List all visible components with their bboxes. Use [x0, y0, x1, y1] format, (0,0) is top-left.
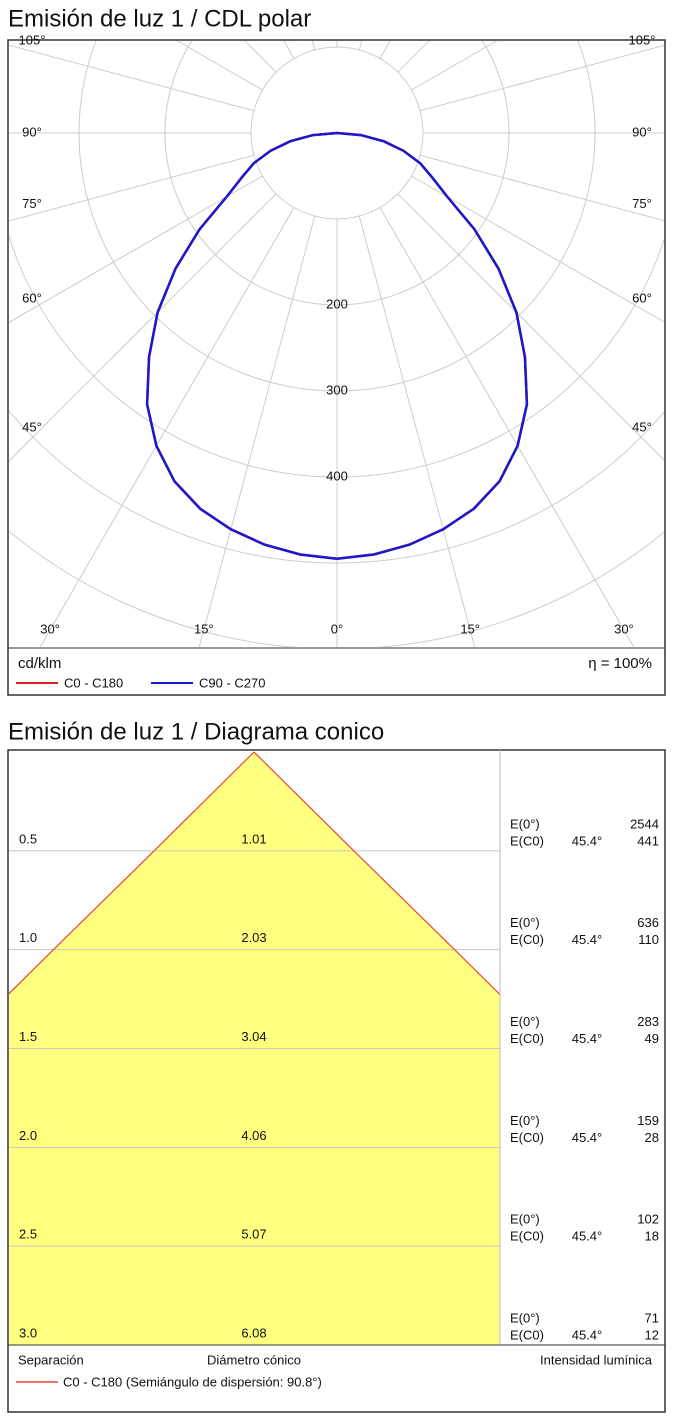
- angle-tick-label: 45°: [22, 419, 42, 434]
- diameter-value: 6.08: [241, 1325, 266, 1340]
- diameter-value: 4.06: [241, 1128, 266, 1143]
- angle-tick-label: 90°: [22, 124, 42, 139]
- cone-text: 0.5 1.01 E(0°) E(C0) 45.4° 2544 441 1.0 2.03 E(0°…: [16, 816, 659, 1389]
- chart-title: Emisión de luz 1 / CDL polar: [8, 5, 311, 32]
- grid-spoke: [419, 44, 664, 112]
- ec0-value: 28: [645, 1130, 659, 1145]
- ec0-label: E(C0): [510, 833, 544, 848]
- cone-edge: [9, 751, 255, 995]
- grid-spoke: [198, 215, 316, 647]
- diameter-value: 5.07: [241, 1227, 266, 1242]
- ec0-label: E(C0): [510, 1327, 544, 1342]
- e0-value: 636: [637, 915, 659, 930]
- legend-label: C0 - C180 (Semiángulo de dispersión: 90.…: [63, 1374, 322, 1389]
- angle-tick-label: 105°: [629, 33, 656, 48]
- grid-spoke: [9, 193, 277, 462]
- height-label: 2.5: [19, 1227, 37, 1242]
- angle-label: 45.4°: [572, 1229, 603, 1244]
- e0-value: 71: [645, 1310, 659, 1325]
- legend-label: C90 - C270: [199, 675, 265, 690]
- cone-frame: [7, 749, 666, 1413]
- angle-label: 45.4°: [572, 833, 603, 848]
- angle-label: 45.4°: [572, 1327, 603, 1342]
- diameter-value: 1.01: [241, 831, 266, 846]
- intensity-label: Intensidad lumínica: [540, 1352, 653, 1367]
- angle-tick-label: 45°: [632, 419, 652, 434]
- curve: [336, 131, 529, 560]
- angle-tick-label: 90°: [632, 124, 652, 139]
- height-label: 3.0: [19, 1325, 37, 1340]
- grid-spoke: [9, 154, 255, 222]
- legend-label: C0 - C180: [64, 675, 123, 690]
- chart-title: Emisión de luz 1 / Diagrama conico: [8, 718, 384, 745]
- e0-label: E(0°): [510, 915, 540, 930]
- angle-tick-label: 75°: [632, 196, 652, 211]
- grid-spoke: [358, 215, 476, 647]
- cone-edge: [253, 751, 500, 996]
- grid-spoke: [9, 44, 255, 112]
- angle-tick-label: 60°: [22, 291, 42, 306]
- separation-label: Separación: [18, 1352, 84, 1367]
- diameter-value: 2.03: [241, 930, 266, 945]
- e0-label: E(0°): [510, 1212, 540, 1227]
- grid-spoke: [9, 175, 263, 323]
- cone-area: [9, 751, 500, 1345]
- e0-value: 102: [637, 1212, 659, 1227]
- ec0-label: E(C0): [510, 932, 544, 947]
- ec0-value: 18: [645, 1229, 659, 1244]
- ec0-value: 49: [645, 1031, 659, 1046]
- e0-label: E(0°): [510, 1310, 540, 1325]
- angle-tick-label: 105°: [19, 33, 46, 48]
- height-label: 2.0: [19, 1128, 37, 1143]
- r-tick-label: 300: [326, 382, 348, 397]
- grid-ring: [9, 530, 664, 647]
- e0-value: 283: [637, 1014, 659, 1029]
- ec0-label: E(C0): [510, 1130, 544, 1145]
- height-label: 1.5: [19, 1029, 37, 1044]
- ec0-label: E(C0): [510, 1229, 544, 1244]
- angle-label: 45.4°: [572, 1130, 603, 1145]
- grid-spoke: [379, 41, 391, 59]
- r-tick-label: 400: [326, 468, 348, 483]
- e0-label: E(0°): [510, 1014, 540, 1029]
- e0-value: 2544: [630, 816, 659, 831]
- r-tick-label: 200: [326, 296, 348, 311]
- ec0-value: 441: [637, 833, 659, 848]
- polar-curves: 200 300 400 0° 15° 15° 30° 30° 45° 45° 60° 60° 75° 75…: [16, 33, 656, 690]
- ec0-value: 110: [638, 932, 659, 947]
- efficiency-label: η = 100%: [588, 655, 652, 672]
- ec0-value: 12: [645, 1327, 659, 1342]
- height-label: 1.0: [19, 930, 37, 945]
- grid-spoke: [419, 154, 664, 222]
- angle-tick-label: 75°: [22, 196, 42, 211]
- diameter-label: Diámetro cónico: [207, 1352, 301, 1367]
- grid-spoke: [411, 175, 664, 323]
- angle-tick-label: 0°: [331, 621, 343, 636]
- height-label: 0.5: [19, 831, 37, 846]
- curve: [336, 131, 529, 560]
- e0-value: 159: [637, 1113, 659, 1128]
- grid-spoke: [39, 207, 295, 647]
- e0-label: E(0°): [510, 1113, 540, 1128]
- curve: [145, 131, 338, 560]
- polar-frame: [7, 39, 666, 696]
- grid-spoke: [379, 207, 635, 647]
- grid-spoke: [397, 193, 664, 461]
- angle-label: 45.4°: [572, 932, 603, 947]
- e0-label: E(0°): [510, 816, 540, 831]
- ec0-label: E(C0): [510, 1031, 544, 1046]
- angle-label: 45.4°: [572, 1031, 603, 1046]
- diameter-value: 3.04: [241, 1029, 266, 1044]
- angle-tick-label: 15°: [194, 621, 214, 636]
- unit-label: cd/klm: [18, 655, 61, 672]
- angle-tick-label: 15°: [460, 621, 480, 636]
- curve: [145, 131, 338, 560]
- angle-tick-label: 30°: [614, 621, 634, 636]
- angle-tick-label: 30°: [40, 621, 60, 636]
- polar-grid: [9, 41, 664, 647]
- angle-tick-label: 60°: [632, 291, 652, 306]
- grid-spoke: [358, 41, 363, 51]
